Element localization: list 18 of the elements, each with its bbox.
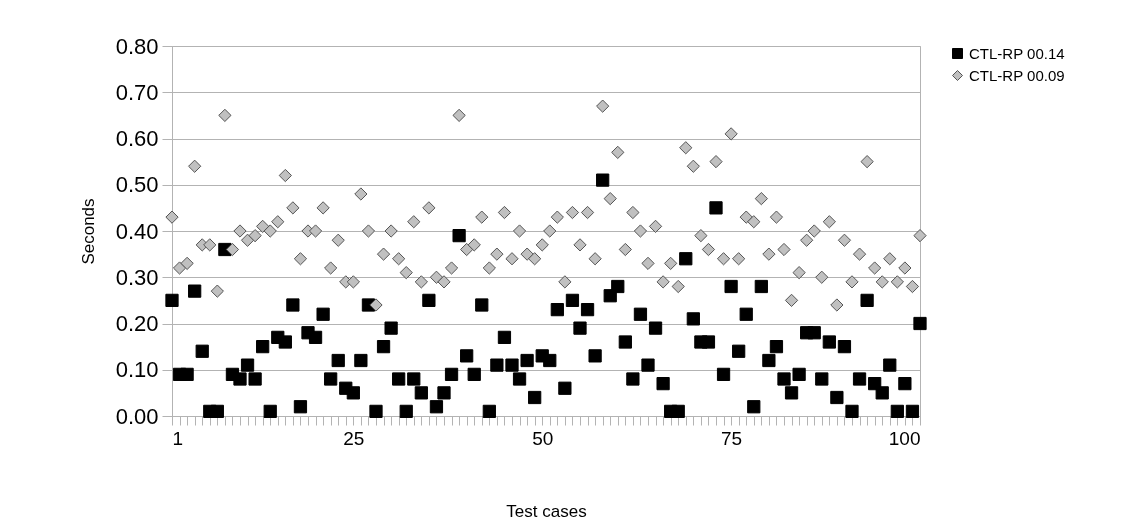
y-tick-label: 0.30 [115, 264, 159, 290]
y-tick-label: 0.20 [115, 311, 159, 336]
y-tick-label: 0.80 [115, 33, 159, 59]
y-axis-title: Seconds [78, 198, 98, 265]
y-tick-label: 0.60 [115, 126, 159, 151]
x-axis-title: Test cases [506, 501, 587, 521]
y-tick-label: 0.10 [115, 357, 159, 383]
x-tick-label: 100 [888, 427, 921, 449]
legend-label: CTL-RP 00.09 [969, 66, 1065, 84]
x-tick-label: 50 [532, 427, 554, 449]
legend-label: CTL-RP 00.14 [969, 44, 1065, 62]
y-tick-label: 0.70 [115, 79, 159, 105]
x-tick-label: 25 [343, 427, 365, 449]
y-tick-label: 0.40 [115, 218, 159, 244]
y-tick-label: 0.50 [115, 172, 159, 198]
x-tick-label: 1 [172, 427, 184, 449]
x-tick-label: 75 [721, 427, 743, 449]
y-tick-label: 0.00 [115, 403, 159, 429]
